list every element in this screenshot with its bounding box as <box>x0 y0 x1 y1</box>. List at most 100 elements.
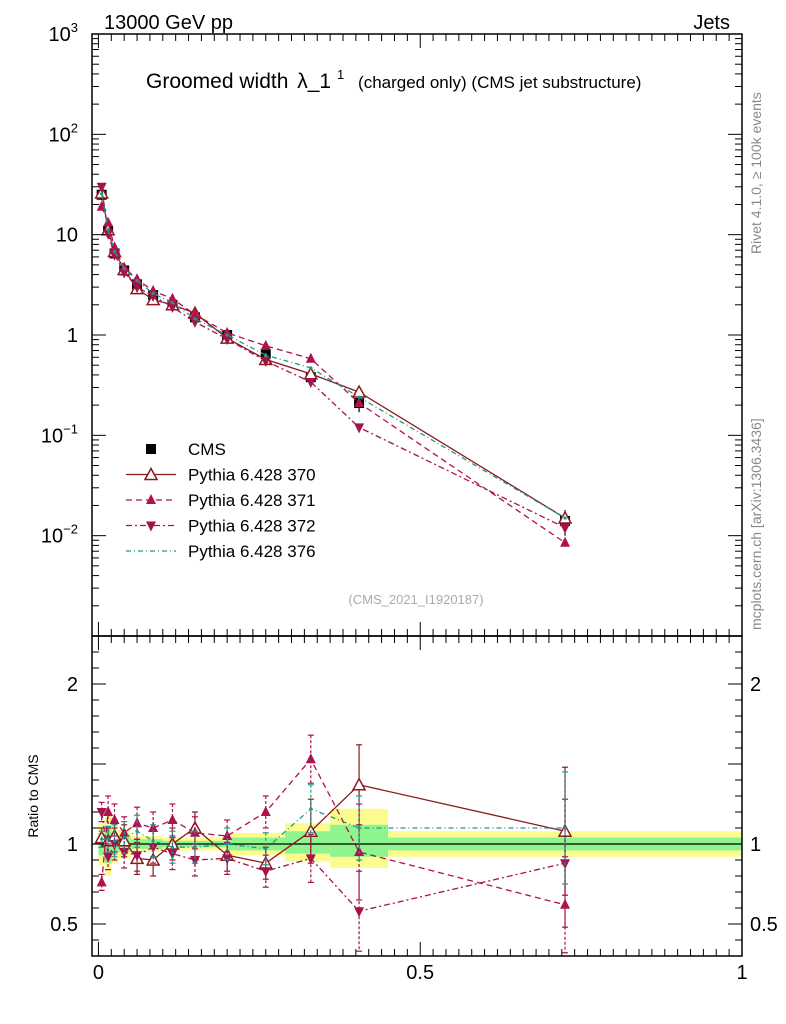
main-point-p371 <box>354 397 365 408</box>
legend-label-p371: Pythia 6.428 371 <box>188 491 316 510</box>
main-y-tick-label: 102 <box>49 120 78 146</box>
ratio-point-p376 <box>106 837 110 841</box>
main-point-p372 <box>222 335 233 346</box>
axes: 10−2 10−1 1 10 102 103 0.5 0.5 1 1 2 2 0 0.5 1 <box>41 20 778 984</box>
ratio-point-p372 <box>354 907 365 918</box>
main-point-p371 <box>260 339 271 350</box>
ratio-point-p371 <box>109 814 120 824</box>
x-tick-label: 0.5 <box>406 962 434 984</box>
ratio-point-p376 <box>193 845 197 849</box>
main-point-p371 <box>560 536 571 547</box>
ratio-y-tick-label-left: 1 <box>67 834 78 856</box>
rivet-version-label: Rivet 4.1.0, ≥ 100k events <box>748 92 764 254</box>
ratio-y-tick-label-left: 0.5 <box>50 914 78 936</box>
ratio-point-p372 <box>260 867 271 878</box>
plot-title-superscript: 1 <box>337 67 344 82</box>
ratio-point-p371 <box>560 898 571 909</box>
mcplots-label: mcplots.cern.ch [arXiv:1306.3436] <box>748 418 764 630</box>
ratio-point-p372 <box>167 849 178 860</box>
header-energy: 13000 GeV pp <box>104 12 233 34</box>
main-line-p376 <box>101 193 566 519</box>
ratio-point-p376 <box>135 829 139 833</box>
legend-marker-data <box>146 444 156 454</box>
main-point-p372 <box>109 250 120 261</box>
ratio-point-p376 <box>309 807 313 811</box>
ratio-point-p372 <box>132 851 143 862</box>
main-y-tick-label: 103 <box>49 20 78 46</box>
main-point-p372 <box>148 291 159 302</box>
x-tick-label: 1 <box>736 962 747 984</box>
ratio-point-p371 <box>167 814 178 824</box>
ratio-point-p371 <box>260 806 271 816</box>
main-point-p376 <box>151 291 155 295</box>
main-line-p371 <box>101 206 566 544</box>
analysis-id: (CMS_2021_I1920187) <box>348 592 483 607</box>
main-line-p370 <box>101 192 566 519</box>
ratio-point-p376 <box>170 845 175 849</box>
main-point-p372 <box>260 357 271 368</box>
main-point-p376 <box>225 333 229 337</box>
ratio-point-p371 <box>96 876 107 887</box>
main-point-p376 <box>100 192 104 196</box>
ratio-point-p376 <box>122 836 126 840</box>
main-point-p372 <box>132 283 143 294</box>
ratio-point-p376 <box>264 847 268 851</box>
main-point-p371 <box>103 216 114 227</box>
main-y-tick-label: 10−2 <box>41 522 78 548</box>
main-point-p376 <box>106 228 110 232</box>
main-point-p372 <box>167 303 178 314</box>
main-point-p372 <box>96 182 107 193</box>
legend-label-p372: Pythia 6.428 372 <box>188 517 316 536</box>
main-point-p376 <box>122 266 126 271</box>
ratio-y-tick-label-right: 2 <box>750 674 761 696</box>
main-point-p376 <box>563 516 567 520</box>
legend-marker-p372 <box>146 521 156 532</box>
legend-label-data: CMS <box>188 440 226 459</box>
main-point-p372 <box>354 423 365 434</box>
ratio-y-tick-label-right: 0.5 <box>750 914 778 936</box>
plot-title-sub: (charged only) (CMS jet substructure) <box>358 73 641 92</box>
main-point-p371 <box>167 292 178 303</box>
main-point-p372 <box>119 268 130 279</box>
ratio-point-p371 <box>305 753 316 764</box>
ratio-y-tick-label-left: 2 <box>67 674 78 696</box>
legend-label-p376: Pythia 6.428 376 <box>188 542 316 561</box>
main-point-p371 <box>189 308 200 319</box>
main-point-p376 <box>193 317 197 321</box>
main-point-p371 <box>305 352 316 363</box>
main-point-p371 <box>222 326 233 337</box>
main-point-p371 <box>132 273 143 284</box>
legend: CMS Pythia 6.428 370 Pythia 6.428 371 Pythi… <box>126 440 316 561</box>
ratio-point-p376 <box>357 826 361 830</box>
main-point-p371 <box>96 200 107 211</box>
ratio-frame <box>91 635 743 957</box>
plot-title-main: Groomed width <box>146 70 288 93</box>
main-point-p370 <box>351 384 367 398</box>
band-inner-7 <box>285 831 331 854</box>
plot-title-symbol: λ_1 <box>297 70 331 93</box>
main-point-p371 <box>109 241 120 252</box>
ratio-point-p370 <box>145 852 161 866</box>
ratio-uncertainty-band <box>92 808 742 876</box>
ratio-point-p372 <box>305 854 316 865</box>
ratio-point-p372 <box>148 843 159 854</box>
main-point-p376 <box>309 366 313 370</box>
main-y-tick-label: 10 <box>56 225 78 247</box>
main-y-tick-label: 1 <box>67 325 78 347</box>
ratio-point-p376 <box>100 837 104 841</box>
main-point-p372 <box>103 229 114 240</box>
ratio-point-p371 <box>103 806 114 816</box>
ratio-plot-series <box>94 734 573 954</box>
main-point-p376 <box>112 249 117 254</box>
main-point-p376 <box>135 278 139 283</box>
ratio-axis-label: Ratio to CMS <box>25 754 41 837</box>
main-point-p376 <box>264 353 268 357</box>
legend-marker-p370 <box>143 466 159 481</box>
ratio-point-p370 <box>116 833 132 847</box>
ratio-point-p376 <box>151 839 155 843</box>
ratio-point-p370 <box>351 777 367 791</box>
main-point-p376 <box>357 395 361 399</box>
header-process: Jets <box>693 12 730 34</box>
ratio-point-p376 <box>112 839 117 843</box>
